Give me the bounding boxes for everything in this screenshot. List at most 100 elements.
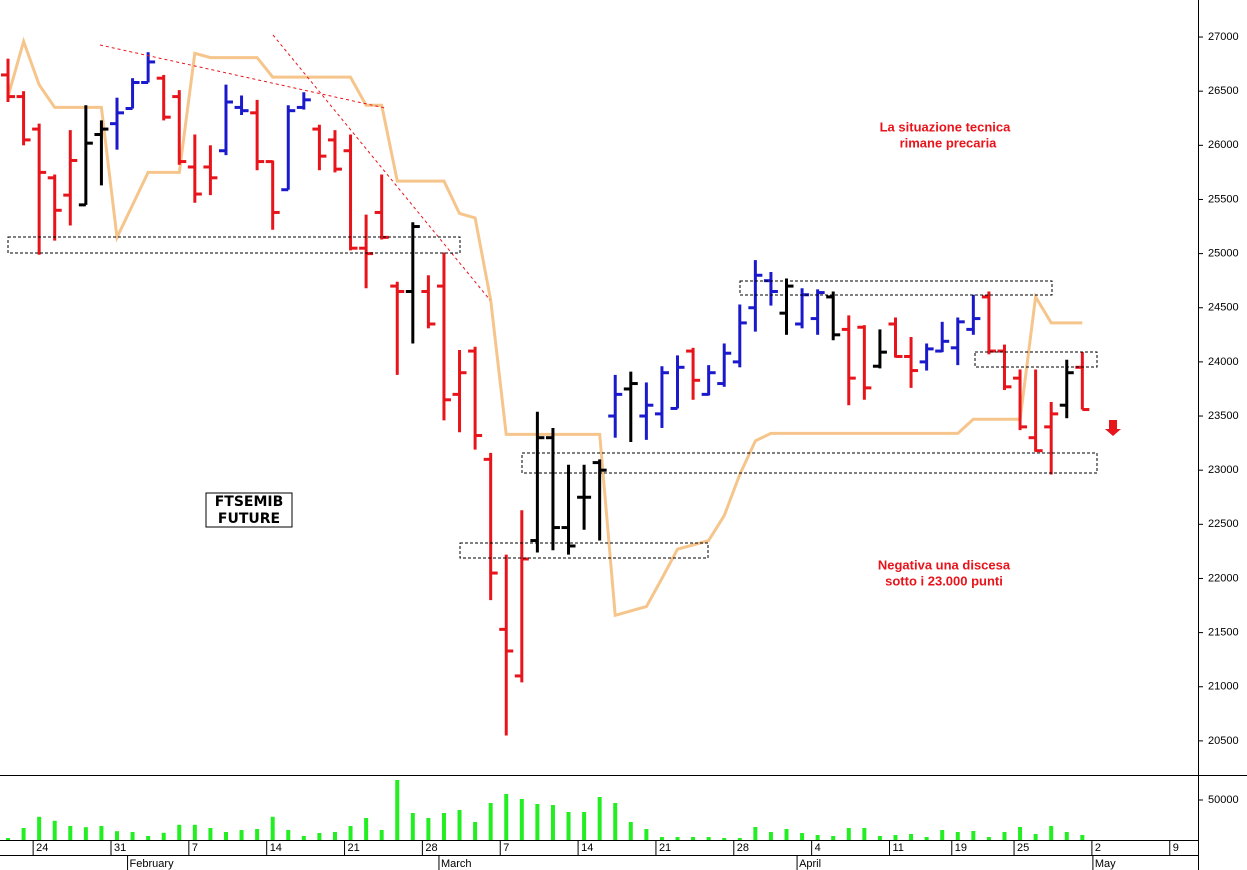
volume-bar <box>441 813 446 840</box>
y-tick-label: 25000 <box>1208 248 1239 260</box>
y-tick-label: 23000 <box>1208 464 1239 476</box>
volume-bar <box>582 812 587 840</box>
x-tick-label: 11 <box>892 842 903 854</box>
volume-bar <box>364 818 369 840</box>
volume-bar <box>410 813 415 840</box>
volume-bar <box>270 816 275 840</box>
annotation: Negativa una discesa <box>878 557 1011 572</box>
volume-bar <box>301 836 306 840</box>
volume-bar <box>800 833 805 840</box>
x-tick-label: 21 <box>659 842 671 854</box>
volume-bar <box>519 799 524 840</box>
volume-bar <box>114 831 119 840</box>
volume-bar <box>488 803 493 840</box>
volume-bar <box>1018 827 1023 840</box>
volume-bar <box>473 822 478 840</box>
zone <box>739 280 1053 296</box>
volume-bar <box>659 837 664 840</box>
volume-bar <box>846 828 851 840</box>
x-tick-label: 4 <box>815 842 821 854</box>
volume-bar <box>348 826 353 840</box>
annotation: sotto i 23.000 punti <box>885 573 1003 588</box>
month-label: March <box>441 858 472 870</box>
volume-bar <box>986 837 991 840</box>
volume-bar <box>146 836 151 840</box>
volume-bar <box>877 836 882 840</box>
y-tick-label: 26000 <box>1208 139 1239 151</box>
volume-bar <box>753 827 758 840</box>
volume-bar <box>535 804 540 840</box>
volume-bar <box>130 832 135 840</box>
x-tick-label: 14 <box>581 842 593 854</box>
indicator-line <box>6 36 1083 618</box>
label-box <box>205 492 293 528</box>
y-tick-label: 22500 <box>1208 518 1239 530</box>
volume-bar <box>550 805 555 840</box>
volume-bar <box>893 835 898 840</box>
y-tick-label: 50000 <box>1208 794 1239 806</box>
volume-bar <box>504 794 509 840</box>
volume-bar <box>457 810 462 840</box>
volume-bar <box>317 833 322 840</box>
volume-bar <box>52 820 57 840</box>
volume-bar <box>255 829 260 840</box>
y-tick-label: 26500 <box>1208 85 1239 97</box>
label-box-text: FUTURE <box>218 511 280 527</box>
x-tick-label: 31 <box>114 842 126 854</box>
volume-bar <box>628 822 633 840</box>
y-tick-label: 27000 <box>1208 31 1239 43</box>
y-tick-label: 20500 <box>1208 735 1239 747</box>
volume-bar <box>379 830 384 840</box>
y-tick-label: 23500 <box>1208 410 1239 422</box>
volume-bar <box>597 797 602 840</box>
volume-bar <box>1064 832 1069 840</box>
volume-bar <box>1049 826 1054 840</box>
volume-bar <box>37 816 42 840</box>
volume-bar <box>722 838 727 840</box>
volume-bar <box>971 831 976 840</box>
month-label: May <box>1095 858 1116 870</box>
volume-bar <box>862 828 867 840</box>
y-tick-label: 25500 <box>1208 193 1239 205</box>
volume-bar <box>909 834 914 840</box>
volume-bar <box>177 824 182 840</box>
month-label: April <box>799 858 821 870</box>
x-tick-label: 28 <box>425 842 437 854</box>
volume-bar <box>6 838 10 840</box>
down-arrow <box>1105 420 1121 436</box>
volume-bar <box>768 832 773 840</box>
volume-bar <box>395 780 400 840</box>
volume-bar <box>192 824 197 840</box>
volume-bar <box>924 837 929 840</box>
volume-bar <box>1080 835 1085 840</box>
volume-bar <box>21 828 26 840</box>
zone <box>7 236 461 254</box>
x-tick-label: 19 <box>955 842 967 854</box>
zone <box>974 351 1098 368</box>
volume-bar <box>566 812 571 840</box>
volume-bar <box>940 830 945 840</box>
x-tick-label: 7 <box>503 842 509 854</box>
volume-bar <box>644 829 649 840</box>
volume-bar <box>68 826 73 840</box>
volume-bar <box>675 837 680 840</box>
volume-bar <box>223 832 228 840</box>
zones <box>7 236 1098 559</box>
volume-bar <box>706 837 711 840</box>
label-box-text: FTSEMIB <box>215 494 284 510</box>
volume-bar <box>737 838 742 840</box>
x-tick-label: 14 <box>270 842 282 854</box>
volume-bar <box>161 832 166 840</box>
volume-bar <box>332 832 337 840</box>
zone <box>521 452 1098 474</box>
volume-bar <box>613 803 618 840</box>
volume-bar <box>691 837 696 840</box>
volume-bar <box>83 827 88 840</box>
zone <box>459 542 709 559</box>
y-tick-label: 21000 <box>1208 681 1239 693</box>
volume-bar <box>955 832 960 840</box>
x-tick-label: 7 <box>192 842 198 854</box>
y-tick-label: 22000 <box>1208 572 1239 584</box>
x-tick-label: 9 <box>1173 842 1179 854</box>
